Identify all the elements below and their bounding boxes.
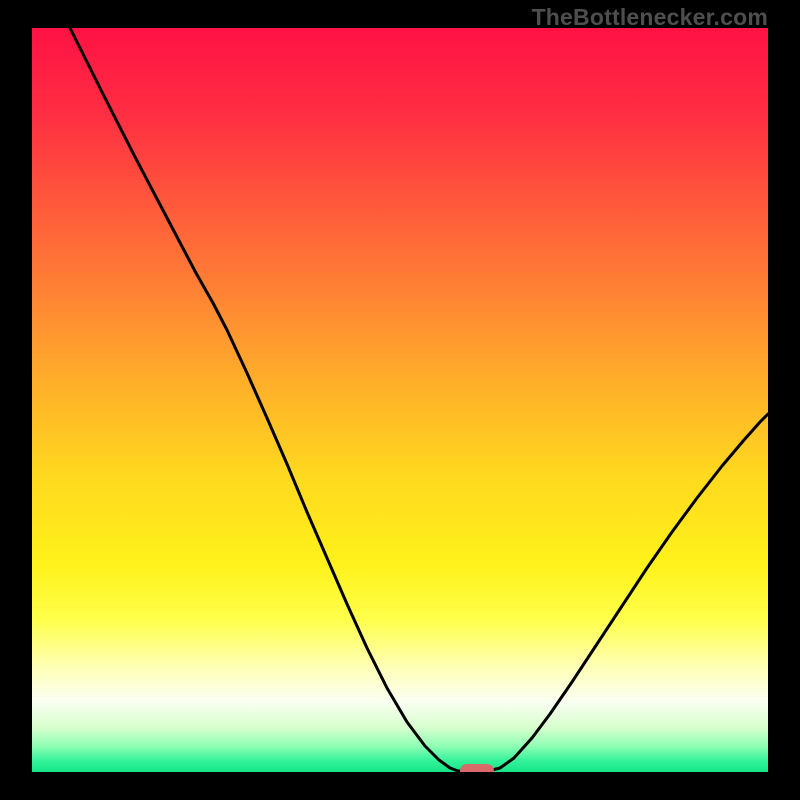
optimal-marker — [32, 28, 768, 772]
plot-area — [32, 28, 768, 772]
watermark-label: TheBottlenecker.com — [532, 4, 768, 31]
